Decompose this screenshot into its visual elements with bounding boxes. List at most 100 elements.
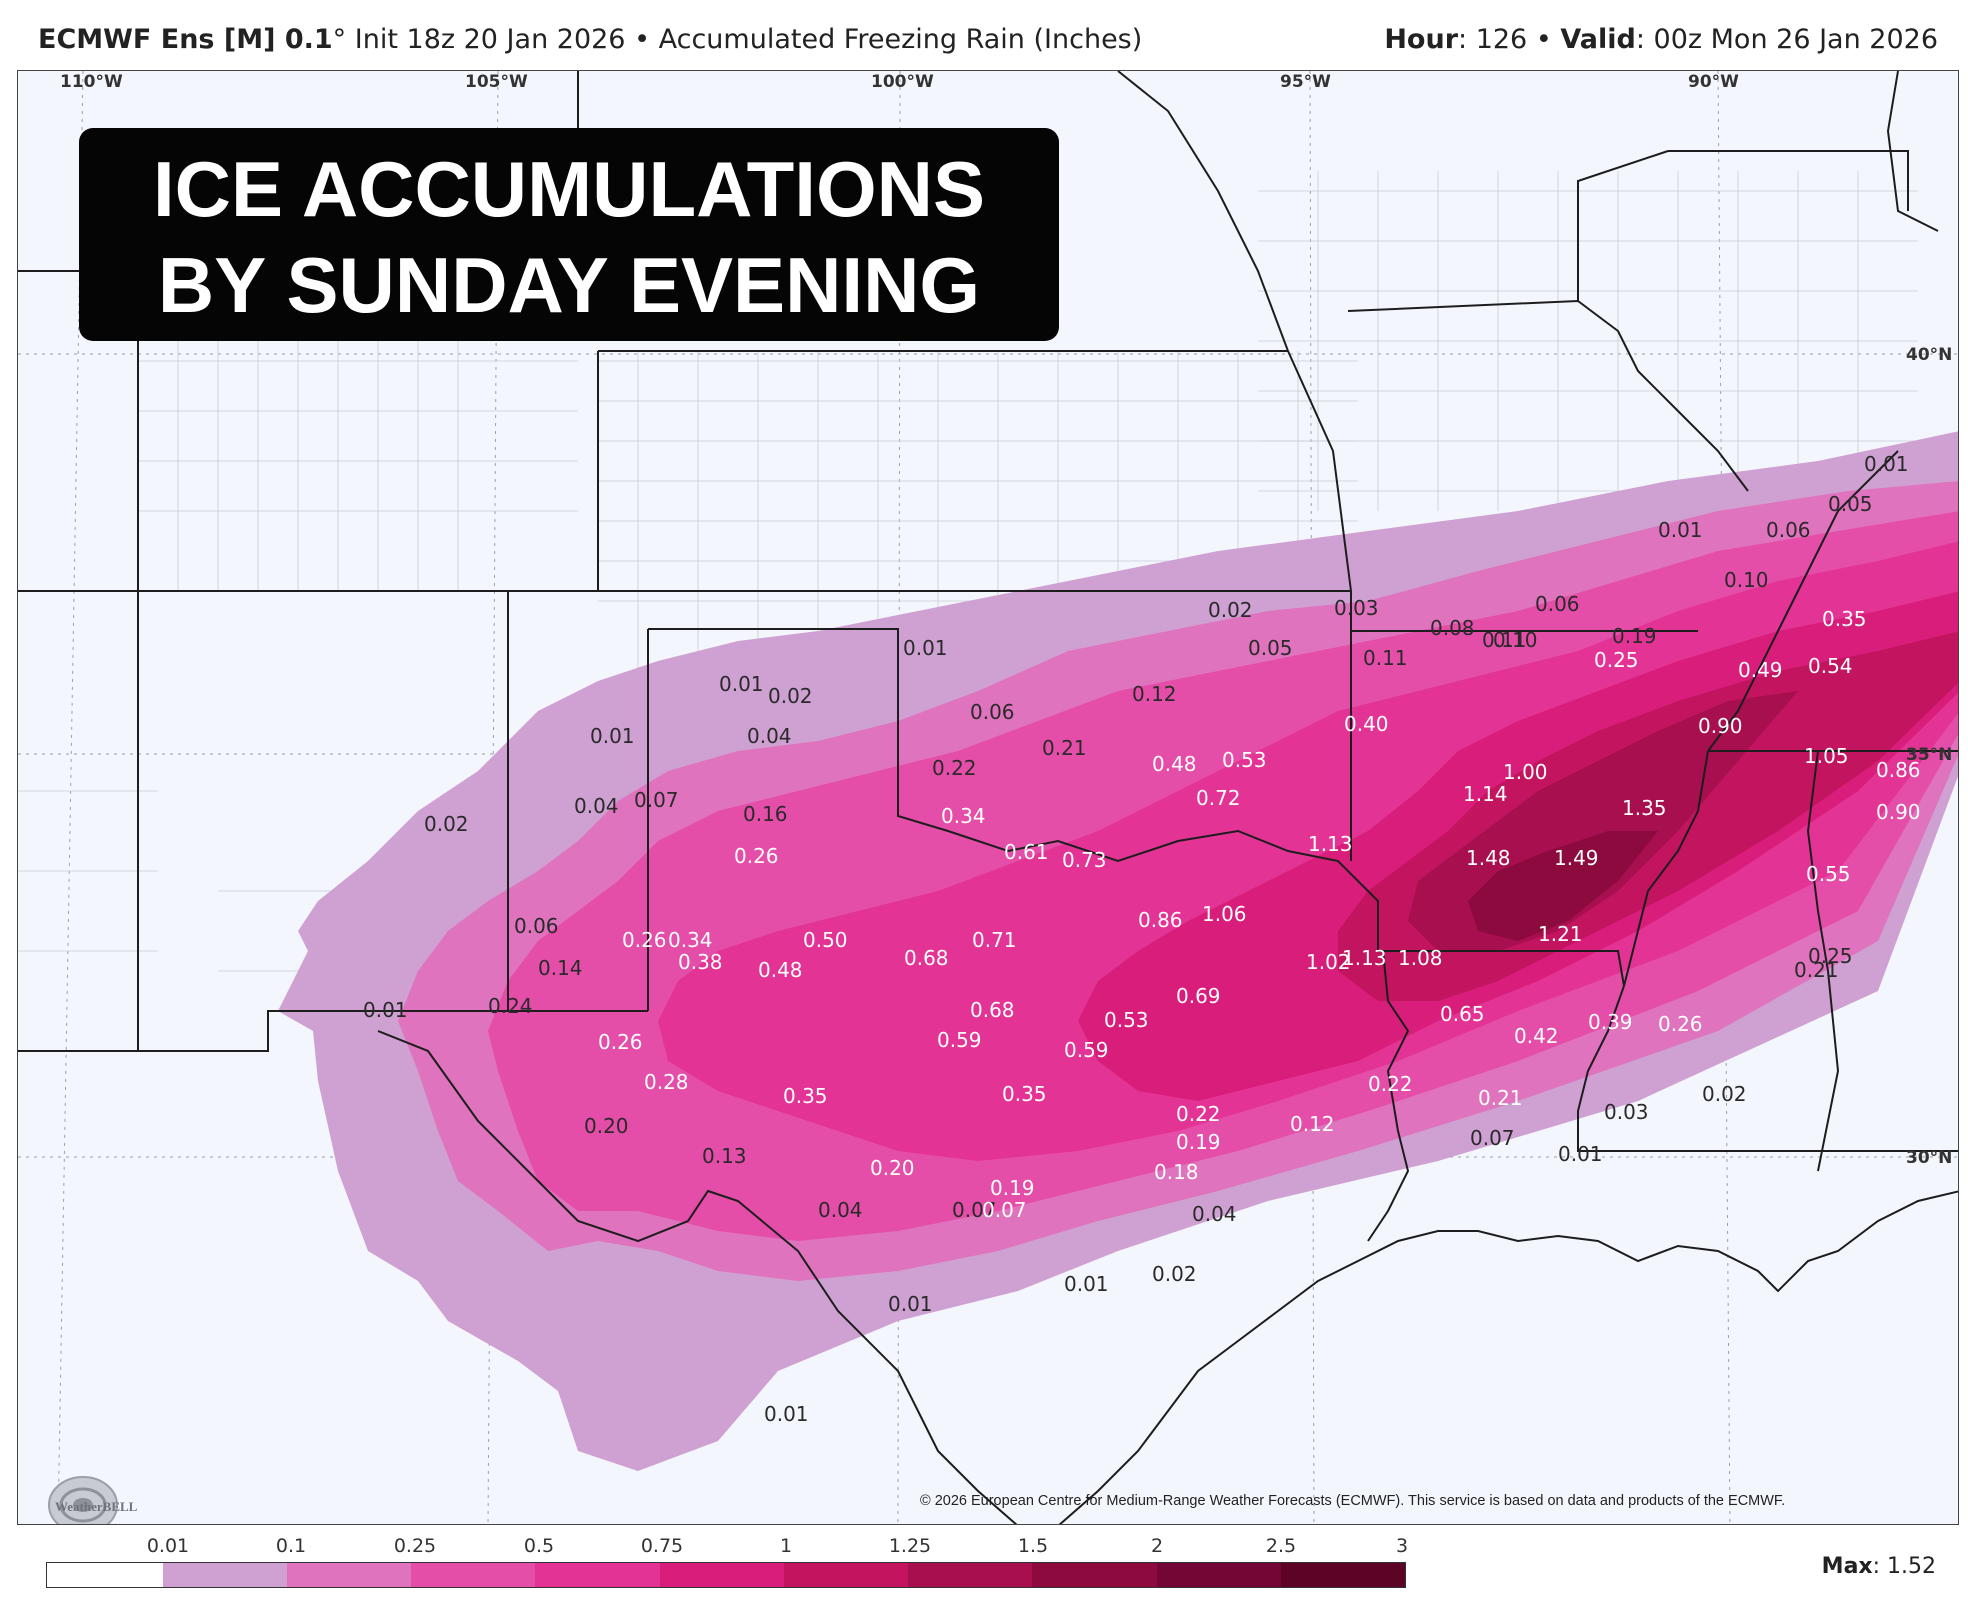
map-value: 0.34	[941, 804, 986, 828]
map-value: 1.48	[1466, 846, 1511, 870]
map-value: 0.02	[1152, 1262, 1197, 1286]
map-value: 0.22	[1368, 1072, 1413, 1096]
max-value: Max: 1.52	[1822, 1554, 1936, 1579]
weatherbell-logo: WeatherBELL	[43, 1471, 173, 1524]
map-value: 0.07	[1470, 1126, 1515, 1150]
map-value: 1.02	[1306, 950, 1351, 974]
map-value: 0.68	[970, 998, 1015, 1022]
legend-tick: 1.5	[1017, 1535, 1049, 1557]
init-time: Init 18z 20 Jan 2026	[354, 24, 626, 55]
degree-symbol: °	[332, 24, 347, 55]
map-value: 0.21	[1794, 958, 1839, 982]
map-value: 0.01	[590, 724, 635, 748]
map-value: 1.13	[1308, 832, 1353, 856]
separator: •	[634, 24, 651, 55]
legend-tick: 0.1	[275, 1535, 307, 1557]
legend-color-segment	[1280, 1563, 1406, 1587]
lon-label-100: 100°W	[871, 72, 934, 92]
legend-tick: 1	[779, 1535, 793, 1557]
lon-label-90: 90°W	[1688, 72, 1739, 92]
hour-value: : 126	[1458, 24, 1528, 55]
hour-label: Hour	[1384, 24, 1459, 55]
map-value: 0.07	[634, 788, 679, 812]
legend-color-segment	[783, 1563, 909, 1587]
map-value: 0.04	[747, 724, 792, 748]
map-value: 1.21	[1538, 922, 1583, 946]
map-value: 1.08	[1398, 946, 1443, 970]
legend-color-segment	[411, 1563, 536, 1587]
map-value: 0.06	[1766, 518, 1811, 542]
map-value: 1.00	[1503, 760, 1548, 784]
product-name: Accumulated Freezing Rain (Inches)	[658, 24, 1143, 55]
map-value: 0.06	[1535, 592, 1580, 616]
map-value: 0.26	[1658, 1012, 1703, 1036]
map-value: 1.06	[1202, 902, 1247, 926]
map-value: 0.03	[1334, 596, 1379, 620]
legend-color-segment	[1032, 1563, 1157, 1587]
map-value: 0.12	[1132, 682, 1177, 706]
map-value: 0.90	[1876, 800, 1921, 824]
lon-label-95: 95°W	[1280, 72, 1331, 92]
map-value: 0.19	[1612, 624, 1657, 648]
lat-labels: 40°N 35°N 30°N	[1906, 345, 1952, 1168]
legend-color-bar	[46, 1562, 1406, 1588]
map-value: 0.03	[1604, 1100, 1649, 1124]
map-value: 0.02	[1702, 1082, 1747, 1106]
map-value: 0.20	[584, 1114, 629, 1138]
map-value: 0.48	[758, 958, 803, 982]
map-value: 0.35	[783, 1084, 828, 1108]
map-value: 0.06	[970, 700, 1015, 724]
map-value: 0.50	[803, 928, 848, 952]
map-value: 0.54	[1808, 654, 1853, 678]
lon-labels: 110°W 105°W 100°W 95°W 90°W	[60, 72, 1739, 92]
legend-color-segment	[162, 1563, 287, 1587]
map-value: 0.35	[1822, 607, 1867, 631]
map-value: 0.01	[719, 672, 764, 696]
legend-color-segment	[1156, 1563, 1281, 1587]
map-value: 0.48	[1152, 752, 1197, 776]
map-value: 0.59	[937, 1028, 982, 1052]
map-value: 0.19	[1176, 1130, 1221, 1154]
map-value: 0.65	[1440, 1002, 1485, 1026]
max-label: Max	[1821, 1554, 1873, 1579]
map-value: 0.01	[1864, 452, 1909, 476]
map-value: 0.26	[622, 928, 667, 952]
map-value: 1.13	[1342, 946, 1387, 970]
map-value: 0.49	[1738, 658, 1783, 682]
map-value: 0.14	[538, 956, 583, 980]
map-value: 0.19	[990, 1176, 1035, 1200]
map-value: 0.39	[1588, 1010, 1633, 1034]
map-value: 0.13	[702, 1144, 747, 1168]
map-value: 0.11	[1482, 628, 1527, 652]
map-value: 0.28	[644, 1070, 689, 1094]
overlay-title-line1: ICE ACCUMULATIONS	[153, 145, 985, 233]
map-value: 0.01	[1658, 518, 1703, 542]
lon-label-105: 105°W	[465, 72, 528, 92]
map-value: 0.11	[1363, 646, 1408, 670]
legend-color-segment	[286, 1563, 412, 1587]
map-value: 0.53	[1222, 748, 1267, 772]
map-value: 0.86	[1138, 908, 1183, 932]
map-value: 0.01	[903, 636, 948, 660]
map-value: 0.05	[1248, 636, 1293, 660]
map-value: 0.08	[1430, 616, 1475, 640]
legend-tick: 0.5	[523, 1535, 555, 1557]
map-value: 0.02	[768, 684, 813, 708]
legend-tick: 2	[1150, 1535, 1164, 1557]
legend-tick: 3	[1395, 1535, 1409, 1557]
map-value: 0.01	[1064, 1272, 1109, 1296]
map-value: 0.55	[1806, 862, 1851, 886]
map-value: 1.05	[1804, 744, 1849, 768]
map-value: 0.69	[1176, 984, 1221, 1008]
logo-text: WeatherBELL	[55, 1499, 138, 1514]
map-value: 1.14	[1463, 782, 1508, 806]
legend-color-segment	[535, 1563, 660, 1587]
map-value: 0.05	[1828, 492, 1873, 516]
map-value: 0.20	[870, 1156, 915, 1180]
map-value: 0.90	[1698, 714, 1743, 738]
map-value: 0.25	[1808, 944, 1853, 968]
map-value: 0.12	[1290, 1112, 1335, 1136]
lat-label-35: 35°N	[1906, 745, 1952, 765]
legend-tick: 0.75	[640, 1535, 684, 1557]
map-value: 0.02	[424, 812, 469, 836]
